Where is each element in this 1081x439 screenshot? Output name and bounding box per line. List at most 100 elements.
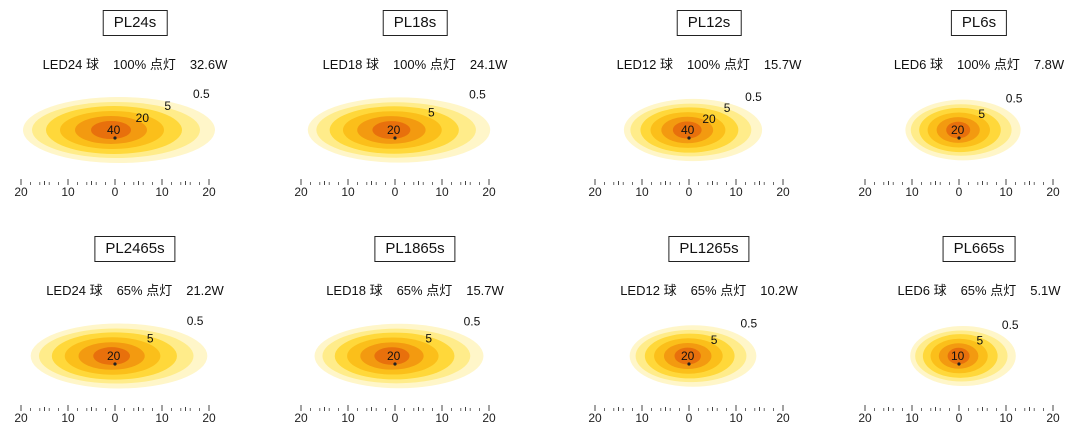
axis-tick-label: 10	[155, 411, 169, 425]
contour-value-label: 0.5	[745, 90, 762, 104]
contour-value-label: 0.5	[1006, 91, 1023, 105]
illuminance-contour-plot: 40 20 5 0.5 20 10 0 10 20	[14, 87, 216, 199]
model-title: PL18s	[382, 10, 448, 36]
contour-band	[374, 347, 410, 365]
axis-tick-label: 20	[776, 185, 790, 199]
model-title: PL1865s	[374, 236, 456, 262]
power-watt: 15.7W	[466, 283, 504, 298]
illuminance-panel: PL24s LED24 球 100% 点灯 32.6W 40 20 5 0.5 20 10 0 10 2…	[0, 0, 270, 213]
axis-tick-label: 0	[392, 185, 399, 199]
dimming-level: 65% 点灯	[690, 283, 747, 298]
power-watt: 24.1W	[469, 57, 508, 72]
axis-tick-label: 20	[588, 185, 602, 199]
contour-value-label: 5	[425, 332, 432, 346]
contour-value-label: 40	[681, 123, 695, 137]
contour-value-label: 0.5	[469, 88, 486, 102]
contour-band	[91, 121, 131, 139]
dimming-level: 100% 点灯	[956, 57, 1020, 72]
lamp-type: LED6 球	[893, 57, 943, 72]
axis-tick-label: 10	[999, 185, 1013, 199]
axis-tick-label: 10	[61, 185, 75, 199]
lamp-spec: LED6 球 100% 点灯 7.8W	[844, 54, 1081, 73]
illuminance-panel: PL1865s LED18 球 65% 点灯 15.7W 20 5 0.5 20 10 0 10 20	[280, 226, 550, 439]
axis-tick-label: 20	[858, 185, 872, 199]
contour-value-label: 0.5	[1002, 318, 1019, 332]
axis-tick-label: 0	[956, 411, 963, 425]
axis-tick-label: 10	[635, 411, 649, 425]
contour-band	[674, 347, 701, 365]
contour-value-label: 5	[711, 333, 718, 347]
illuminance-contour-plot: 20 5 0.5 20 10 0 10 20	[294, 314, 496, 425]
axis-tick-label: 20	[202, 185, 216, 199]
axis-tick-label: 10	[905, 411, 919, 425]
contour-value-label: 20	[107, 349, 121, 363]
contour-value-label: 20	[702, 112, 716, 126]
lamp-type: LED6 球	[897, 283, 947, 298]
lamp-spec: LED18 球 100% 点灯 24.1W	[280, 54, 550, 73]
power-watt: 15.7W	[763, 57, 802, 72]
lamp-spec: LED6 球 65% 点灯 5.1W	[844, 280, 1081, 299]
dimming-level: 65% 点灯	[396, 283, 453, 298]
lamp-spec: LED18 球 65% 点灯 15.7W	[280, 280, 550, 299]
power-watt: 21.2W	[186, 283, 224, 298]
luminaire-center-dot	[113, 362, 117, 366]
model-title: PL24s	[102, 10, 168, 36]
axis-tick-label: 20	[1046, 411, 1060, 425]
contour-value-label: 5	[976, 333, 983, 347]
model-title: PL1265s	[668, 236, 750, 262]
luminaire-center-dot	[957, 136, 961, 140]
contour-value-label: 20	[681, 349, 695, 363]
luminaire-center-dot	[687, 362, 691, 366]
luminaire-center-dot	[687, 136, 691, 140]
dimming-level: 100% 点灯	[686, 57, 750, 72]
illuminance-panel: PL12s LED12 球 100% 点灯 15.7W 40 20 5 0.5 20 10 0 10 2…	[574, 0, 844, 213]
contour-value-label: 0.5	[464, 314, 481, 328]
lamp-type: LED24 球	[42, 57, 99, 72]
contour-value-label: 0.5	[740, 317, 757, 331]
contour-value-label: 5	[978, 107, 985, 121]
axis-tick-label: 10	[999, 411, 1013, 425]
contour-band	[372, 121, 411, 139]
contour-band	[946, 121, 971, 139]
axis-tick-label: 0	[392, 411, 399, 425]
axis-tick-label: 10	[729, 185, 743, 199]
luminaire-center-dot	[393, 362, 397, 366]
axis-tick-label: 10	[61, 411, 75, 425]
axis-tick-label: 20	[14, 411, 28, 425]
contour-value-label: 0.5	[193, 87, 210, 101]
axis-tick-label: 20	[858, 411, 872, 425]
contour-value-label: 20	[387, 349, 401, 363]
dimming-level: 65% 点灯	[116, 283, 173, 298]
model-title: PL6s	[950, 10, 1008, 36]
luminaire-center-dot	[393, 136, 397, 140]
axis-tick-label: 0	[112, 411, 119, 425]
axis-tick-label: 10	[435, 185, 449, 199]
contour-value-label: 5	[164, 99, 171, 113]
dimming-level: 65% 点灯	[960, 283, 1017, 298]
illuminance-contour-plot: 20 5 0.5 20 10 0 10 20	[588, 317, 790, 425]
axis-tick-label: 0	[956, 185, 963, 199]
axis-tick-label: 10	[155, 185, 169, 199]
contour-band	[947, 347, 970, 365]
axis-tick-label: 0	[686, 185, 693, 199]
luminaire-center-dot	[957, 362, 961, 366]
axis-tick-label: 20	[482, 185, 496, 199]
axis-tick-label: 20	[294, 411, 308, 425]
model-title: PL2465s	[94, 236, 176, 262]
illuminance-panel: PL18s LED18 球 100% 点灯 24.1W 20 5 0.5 20 10 0 10 20	[280, 0, 550, 213]
axis-tick-label: 10	[729, 411, 743, 425]
lamp-type: LED12 球	[620, 283, 677, 298]
lamp-type: LED18 球	[326, 283, 383, 298]
dimming-level: 100% 点灯	[112, 57, 176, 72]
contour-value-label: 40	[107, 123, 121, 137]
lamp-spec: LED24 球 100% 点灯 32.6W	[0, 54, 270, 73]
contour-value-label: 5	[428, 105, 435, 119]
power-watt: 32.6W	[189, 57, 228, 72]
lamp-spec: LED12 球 100% 点灯 15.7W	[574, 54, 844, 73]
axis-tick-label: 20	[202, 411, 216, 425]
illuminance-contour-plot: 10 5 0.5 20 10 0 10 20	[858, 318, 1060, 425]
lamp-type: LED18 球	[322, 57, 379, 72]
axis-tick-label: 20	[14, 185, 28, 199]
contour-value-label: 10	[951, 349, 965, 363]
contour-value-label: 20	[951, 123, 965, 137]
